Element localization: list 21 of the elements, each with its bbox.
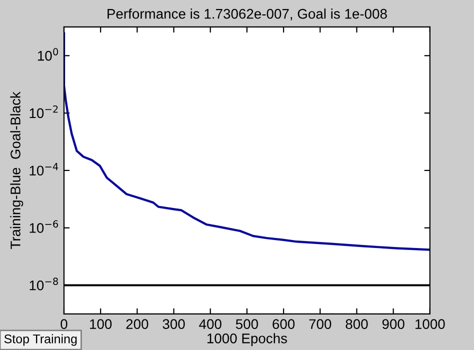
y-tick-label: 10$^{−4}$ [30,162,58,176]
x-tick-label: 400 [199,319,222,330]
x-tick-label: 0 [60,319,68,330]
chart-title: Performance is 1.73062e-007, Goal is 1e-008 [108,8,387,20]
x-tick-label: 300 [162,319,185,330]
x-tick-label: 500 [236,319,258,330]
x-tick-label: 700 [309,319,332,330]
y-tick-label: 10$^{0}$ [38,48,58,61]
y-axis-title: Training-Blue Goal-Black [10,92,24,249]
x-tick-label: 200 [126,319,148,330]
x-tick-label: 100 [90,319,112,330]
x-tick-label: 600 [272,319,295,330]
x-tick-label: 1000 [416,319,445,330]
text: Stop Training [4,334,77,346]
y-tick-label: 10$^{−2}$ [30,105,58,118]
x-tick-label: 900 [382,319,404,330]
y-tick-label: 10$^{−8}$ [30,278,58,290]
line-series [64,32,430,251]
y-tick-label: 10$^{−6}$ [30,220,58,233]
x-tick-label: 800 [346,319,368,330]
x-axis-title: 1000 Epochs [207,333,287,346]
